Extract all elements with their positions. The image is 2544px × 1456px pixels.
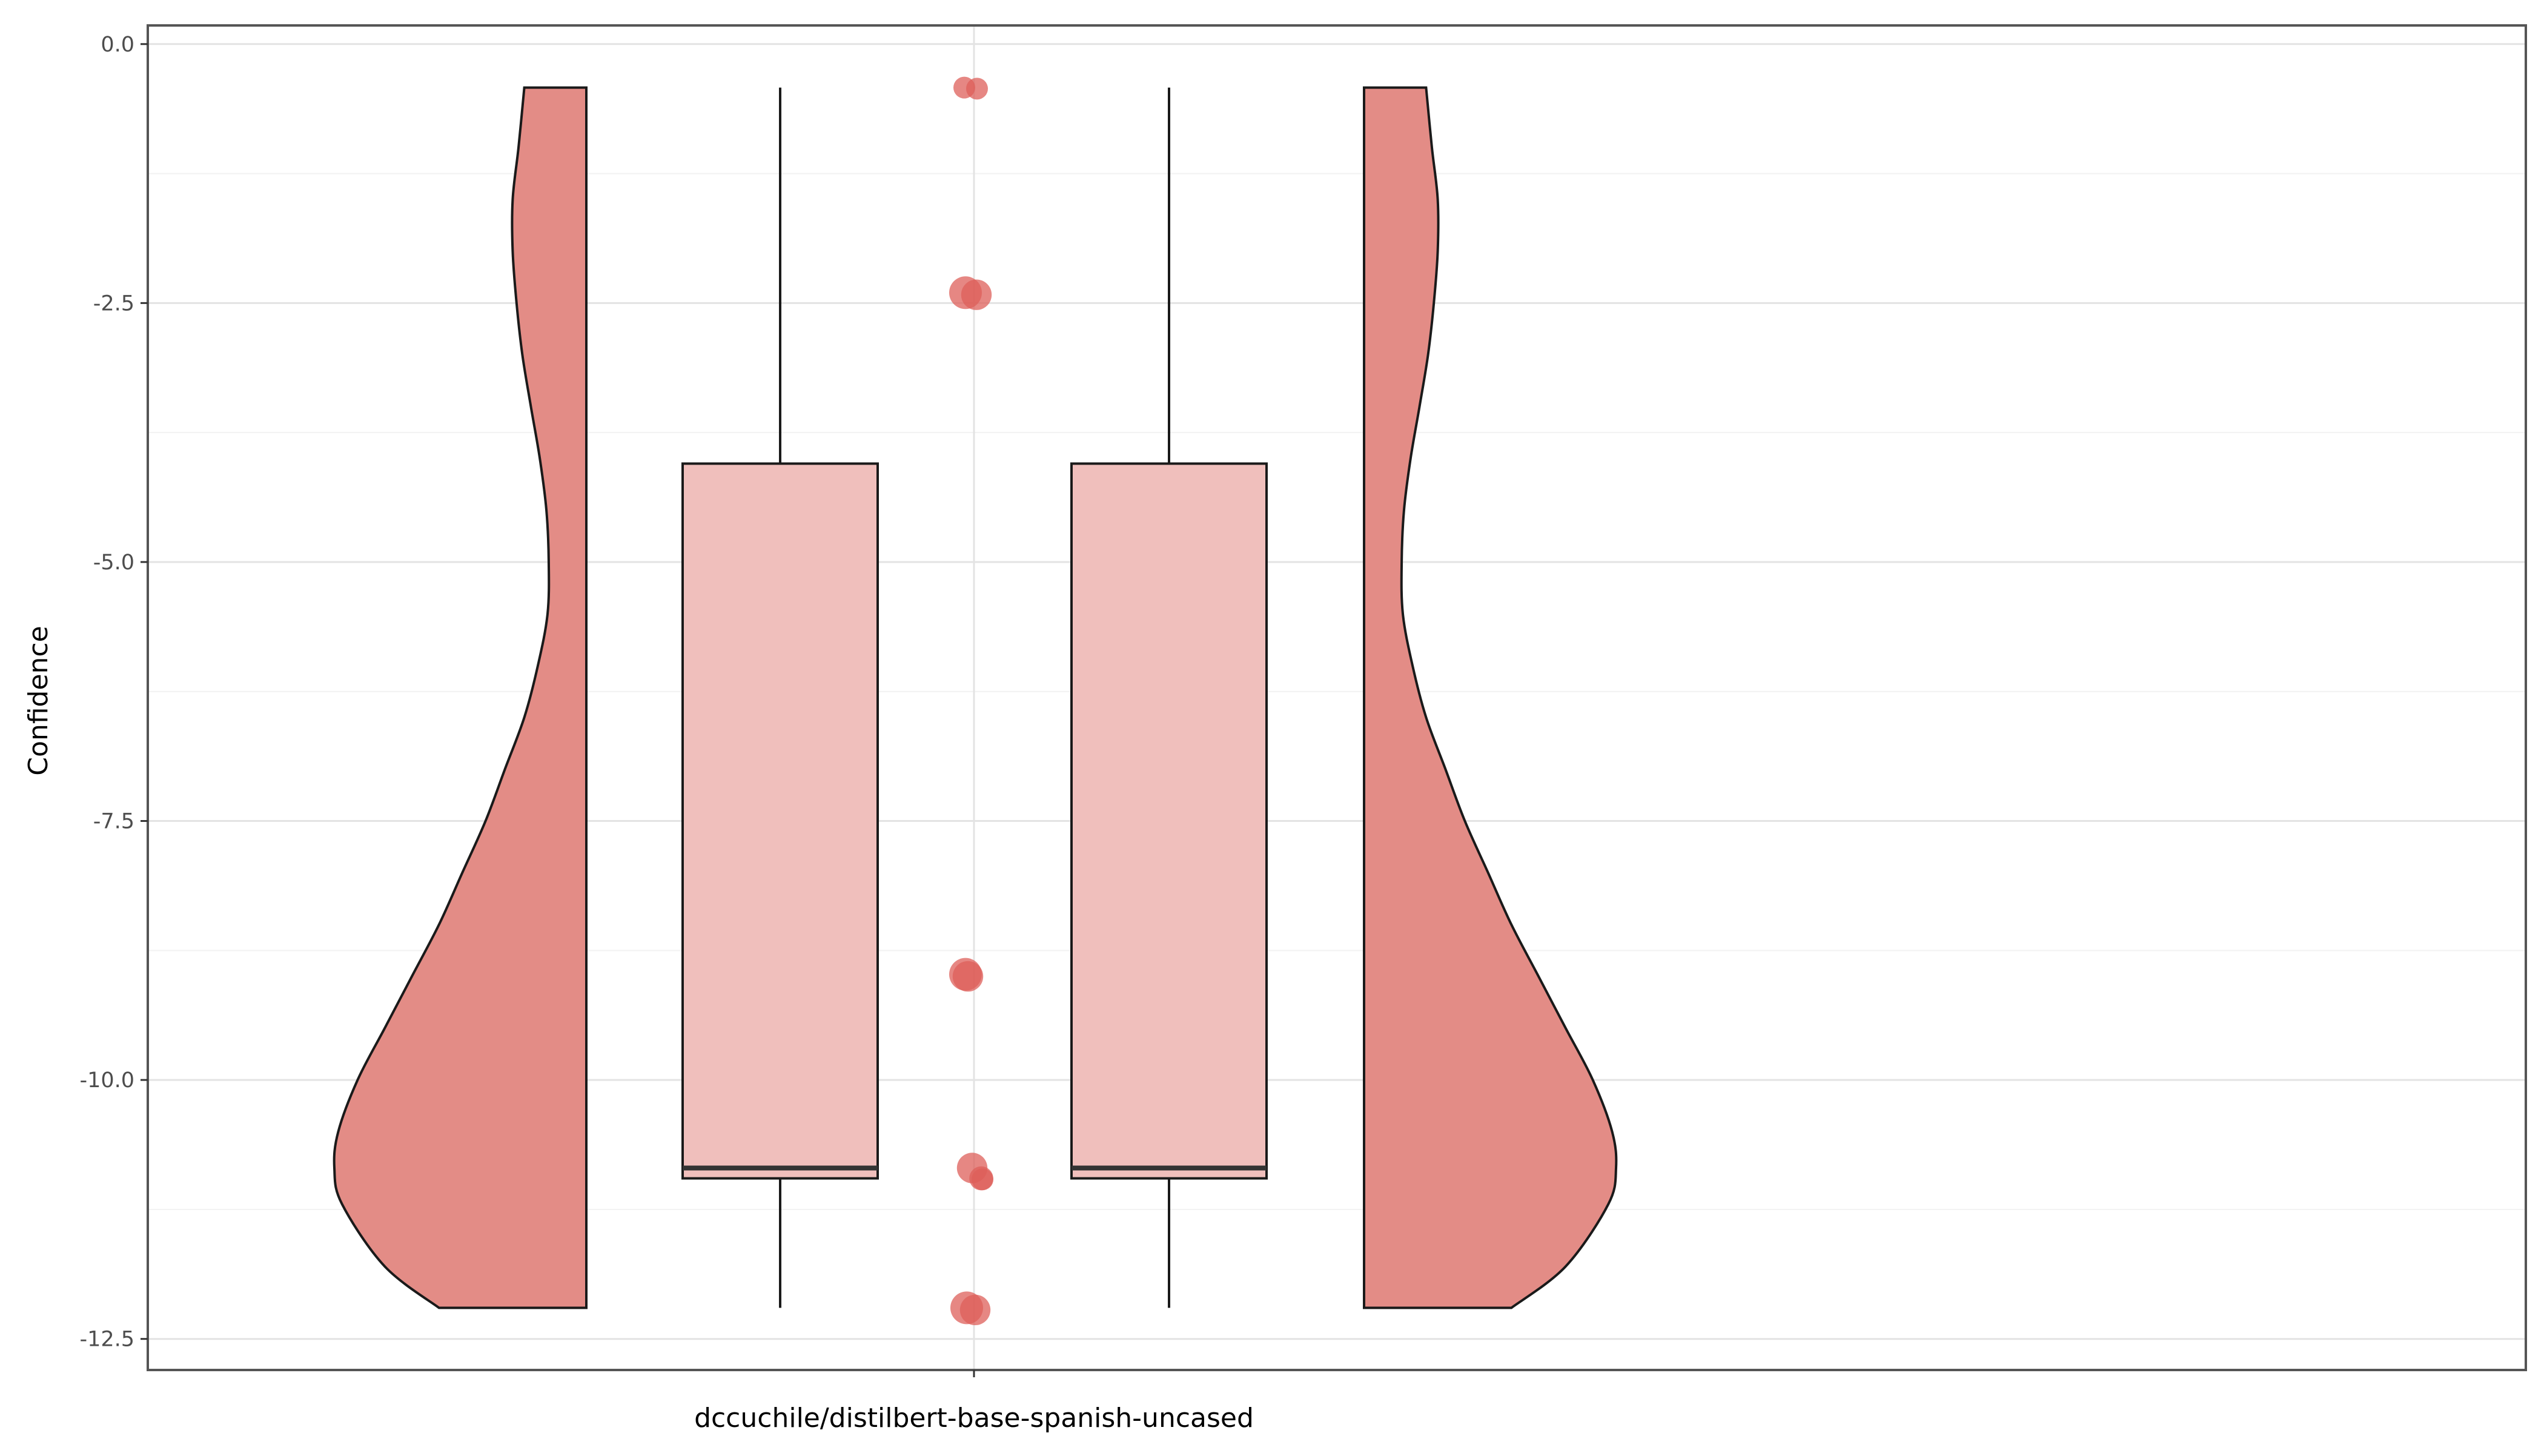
y-tick-label: -5.0 (93, 551, 134, 575)
violin-layer (333, 86, 1618, 1309)
data-point (959, 1294, 991, 1326)
violin-left (333, 86, 588, 1309)
violin-right (1363, 86, 1618, 1309)
y-tick-label: 0.0 (101, 33, 134, 57)
data-point (952, 961, 984, 992)
data-point (966, 78, 988, 100)
axis-layer: 0.0 -2.5 -5.0 -7.5 -10.0 -12.5 (79, 33, 975, 1377)
panel-border (147, 24, 2527, 1371)
point-layer (949, 76, 993, 1326)
y-tick-label: -12.5 (79, 1328, 134, 1352)
box-right-iqr (1070, 462, 1268, 1180)
box-left-iqr (681, 462, 879, 1180)
box-layer (681, 87, 1268, 1308)
y-tick-label: -10.0 (79, 1068, 134, 1093)
y-axis-title: Confidence (23, 626, 54, 775)
data-point (961, 279, 992, 310)
y-tick-label: -7.5 (93, 810, 134, 834)
data-point (972, 1168, 993, 1191)
x-axis-title: dccuchile/distilbert-base-spanish-uncase… (694, 1403, 1254, 1434)
y-tick-label: -2.5 (93, 291, 134, 316)
